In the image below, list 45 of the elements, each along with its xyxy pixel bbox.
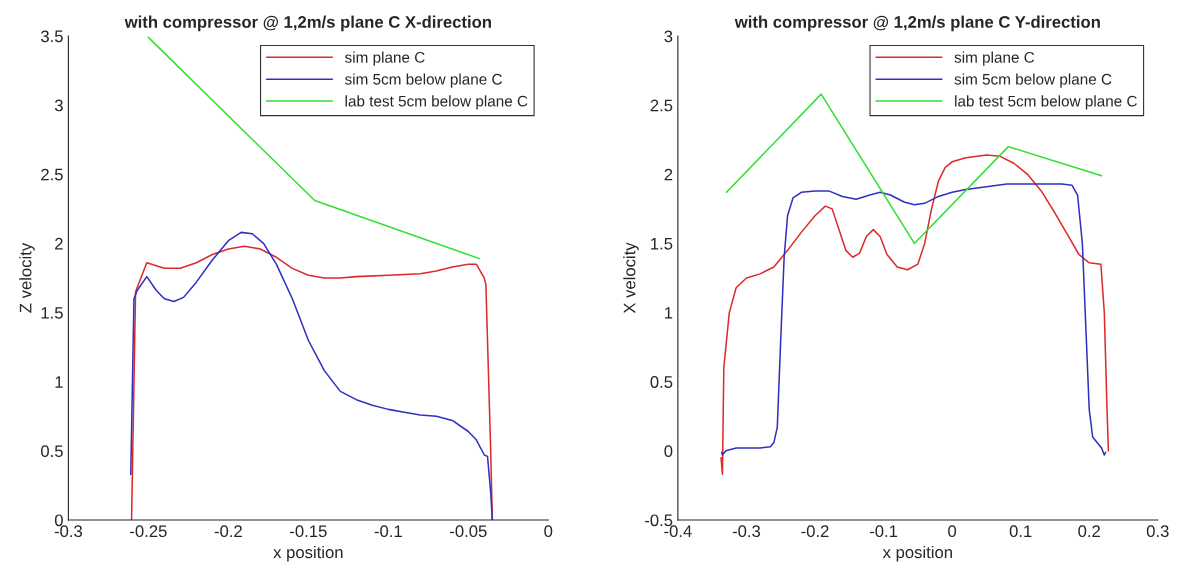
y-tick-label: 2.5 (650, 99, 673, 112)
x-tick-label: -0.3 (732, 525, 761, 538)
x-tick-label: -0.1 (869, 525, 898, 538)
line-series (720, 154, 1110, 476)
legend-label: sim plane C (345, 51, 425, 66)
y-tick-label: 3 (54, 99, 63, 112)
y-tick-label: 1 (55, 376, 63, 388)
y-axis-title: X velocity (623, 242, 639, 314)
x-tick-label: -0.2 (214, 525, 242, 538)
y-tick-label: 2.5 (41, 168, 63, 181)
x-tick-label: -0.1 (374, 525, 402, 538)
chart-title: with compressor @ 1,2m/s plane C X-direction (124, 15, 491, 32)
x-tick-label: 0 (948, 525, 957, 538)
x-tick-label: -0.15 (290, 525, 327, 538)
x-tick-label: 0.3 (1146, 525, 1169, 538)
y-tick-label: 0 (54, 514, 63, 527)
x-tick-label: -0.4 (664, 525, 692, 538)
y-tick-label: 2 (664, 168, 673, 181)
y-tick-label: 0 (664, 445, 673, 458)
legend-label: sim 5cm below plane C (345, 73, 502, 88)
y-tick-label: 0.5 (41, 445, 63, 458)
x-tick-label: 0 (544, 525, 553, 538)
legend-label: sim plane C (954, 51, 1035, 66)
y-tick-label: 1.5 (651, 238, 673, 250)
legend-label: sim 5cm below plane C (954, 73, 1112, 88)
x-tick-label: -0.05 (450, 525, 487, 538)
y-tick-label: 1 (665, 307, 673, 319)
y-axis-title: Z velocity (19, 242, 35, 313)
x-tick-label: -0.2 (801, 525, 829, 538)
legend-label: lab test 5cm below plane C (955, 95, 1137, 110)
y-tick-label: 0.5 (650, 376, 673, 388)
legend-label: lab test 5cm below plane C (345, 95, 528, 110)
x-tick-label: -0.3 (54, 525, 83, 538)
y-tick-label: 2 (55, 237, 63, 250)
x-tick-label: 0.1 (1009, 525, 1032, 538)
line-series (720, 183, 1107, 456)
y-tick-label: -0.5 (645, 514, 673, 527)
y-tick-label: 3.5 (40, 30, 63, 43)
y-tick-label: 3 (664, 30, 673, 43)
x-axis-title: x position (882, 545, 952, 562)
x-tick-label: 0.2 (1078, 525, 1100, 538)
x-axis-title: x position (273, 545, 343, 562)
y-tick-label: 1.5 (41, 307, 63, 319)
x-tick-label: -0.25 (130, 525, 167, 538)
chart-title: with compressor @ 1,2m/s plane C Y-direction (734, 15, 1100, 32)
